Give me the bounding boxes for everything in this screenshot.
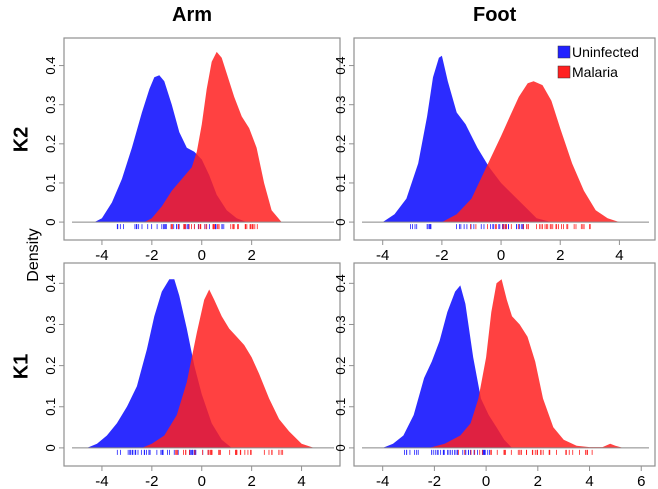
x-tick-label: 6 — [637, 473, 645, 489]
y-tick-label: 0.2 — [333, 357, 348, 375]
y-tick-label: 0.3 — [43, 96, 58, 114]
x-tick-label: 2 — [247, 473, 255, 489]
x-tick-label: -2 — [428, 473, 441, 489]
y-tick-label: 0 — [333, 218, 348, 225]
x-tick-label: 2 — [247, 247, 255, 264]
y-tick-label: 0.4 — [43, 274, 58, 292]
chart-1: -4 -2 0 2 4 0 0.1 0.2 0.3 0.4 — [333, 37, 656, 264]
x-tick-label: -4 — [95, 247, 108, 264]
x-tick-label: 4 — [615, 247, 623, 264]
x-tick-label: -4 — [95, 473, 108, 489]
y-tick-label: 0.1 — [333, 398, 348, 416]
column-title-foot: Foot — [473, 4, 517, 26]
x-tick-label: 0 — [497, 247, 505, 264]
x-tick-label: 0 — [198, 473, 206, 489]
y-tick-label: 0.2 — [43, 357, 58, 375]
y-tick-label: 0.4 — [333, 274, 348, 292]
density-malaria — [441, 81, 620, 223]
x-tick-label: 4 — [297, 473, 305, 489]
density-malaria — [429, 279, 624, 448]
density-uninfected — [382, 55, 552, 223]
chart-2: -4 -2 0 2 4 0 0.1 0.2 0.3 0.4 — [43, 262, 341, 489]
x-tick-label: 2 — [556, 247, 564, 264]
y-tick-label: 0.3 — [43, 315, 58, 333]
y-tick-label: 0.3 — [333, 96, 348, 114]
y-tick-label: 0.3 — [333, 315, 348, 333]
y-tick-label: 0.1 — [43, 174, 58, 192]
chart-3: -4 -2 0 2 4 6 0 0.1 0.2 0.3 0.4 — [333, 262, 656, 489]
plot-frame — [353, 37, 656, 241]
y-tick-label: 0 — [333, 444, 348, 451]
y-tick-label: 0 — [43, 444, 58, 451]
x-tick-label: -2 — [435, 247, 448, 264]
density-malaria — [141, 289, 314, 448]
y-tick-label: 0.1 — [43, 398, 58, 416]
legend-swatch-uninfected — [557, 45, 571, 59]
x-tick-label: -2 — [145, 473, 158, 489]
x-tick-label: 0 — [482, 473, 490, 489]
x-tick-label: 2 — [534, 473, 542, 489]
y-tick-label: 0.4 — [43, 57, 58, 75]
plot-frame — [353, 262, 656, 467]
x-tick-label: -4 — [376, 247, 389, 264]
x-tick-label: 0 — [198, 247, 206, 264]
x-tick-label: -4 — [376, 473, 389, 489]
y-tick-label: 0.4 — [333, 57, 348, 75]
column-title-arm: Arm — [172, 4, 213, 26]
y-tick-label: 0 — [43, 218, 58, 225]
x-tick-label: 4 — [585, 473, 593, 489]
legend-label-malaria: Malaria — [572, 64, 618, 80]
legend-label-uninfected: Uninfected — [572, 44, 639, 60]
y-tick-label: 0.2 — [43, 135, 58, 153]
legend-swatch-malaria — [557, 65, 571, 79]
chart-0: -4 -2 0 2 0 0.1 0.2 0.3 0.4 — [43, 37, 341, 264]
legend: Uninfected Malaria — [557, 44, 639, 80]
x-tick-label: -2 — [145, 247, 158, 264]
y-tick-label: 0.1 — [333, 174, 348, 192]
density-malaria — [144, 51, 282, 223]
y-tick-label: 0.2 — [333, 135, 348, 153]
